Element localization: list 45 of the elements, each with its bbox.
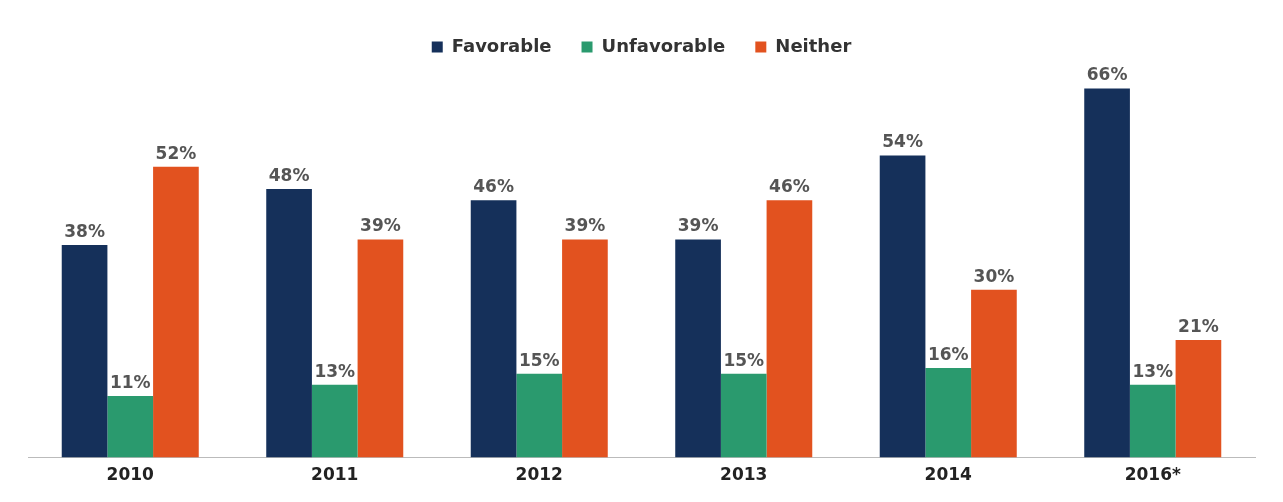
data-label: 21% — [1178, 316, 1219, 337]
bar — [766, 200, 813, 458]
bar — [311, 384, 358, 458]
bar — [357, 239, 404, 458]
legend-label: Neither — [775, 34, 852, 56]
data-label: 16% — [927, 344, 969, 365]
x-tick-label: 2012 — [515, 464, 563, 485]
data-label: 39% — [360, 215, 401, 236]
bar — [107, 396, 154, 458]
bar — [153, 166, 199, 458]
data-label: 38% — [64, 220, 105, 241]
data-label: 11% — [109, 371, 151, 392]
bar — [925, 368, 972, 458]
data-label: 13% — [1132, 360, 1174, 381]
data-label: 13% — [314, 360, 356, 381]
x-tick-label: 2010 — [106, 464, 155, 485]
legend-label: Favorable — [451, 34, 552, 56]
bar — [720, 373, 767, 458]
data-label: 48% — [268, 165, 310, 185]
bar — [971, 289, 1017, 458]
data-label: 30% — [973, 265, 1015, 286]
data-label: 54% — [882, 131, 923, 152]
data-label: 39% — [564, 215, 606, 236]
bar — [266, 189, 312, 458]
bar — [1129, 384, 1176, 458]
x-tick-label: 2014 — [924, 464, 973, 485]
legend-label: Unfavorable — [601, 34, 726, 56]
bar — [61, 245, 108, 458]
data-label: 15% — [518, 349, 560, 370]
data-label: 46% — [473, 176, 514, 197]
data-label: 66% — [1086, 64, 1128, 85]
x-tick-label: 2013 — [720, 464, 768, 485]
bar — [675, 239, 721, 458]
data-label: 39% — [677, 215, 719, 236]
bar — [879, 155, 926, 458]
bar — [562, 239, 608, 458]
x-tick-label: 2011 — [311, 464, 359, 485]
x-tick-label: 2016* — [1124, 464, 1181, 485]
bar — [470, 200, 517, 458]
data-label: 46% — [769, 176, 810, 197]
bar — [1084, 88, 1130, 458]
data-label: 52% — [155, 142, 197, 163]
bar — [1175, 340, 1222, 458]
bar — [516, 373, 563, 458]
data-label: 15% — [723, 349, 765, 370]
